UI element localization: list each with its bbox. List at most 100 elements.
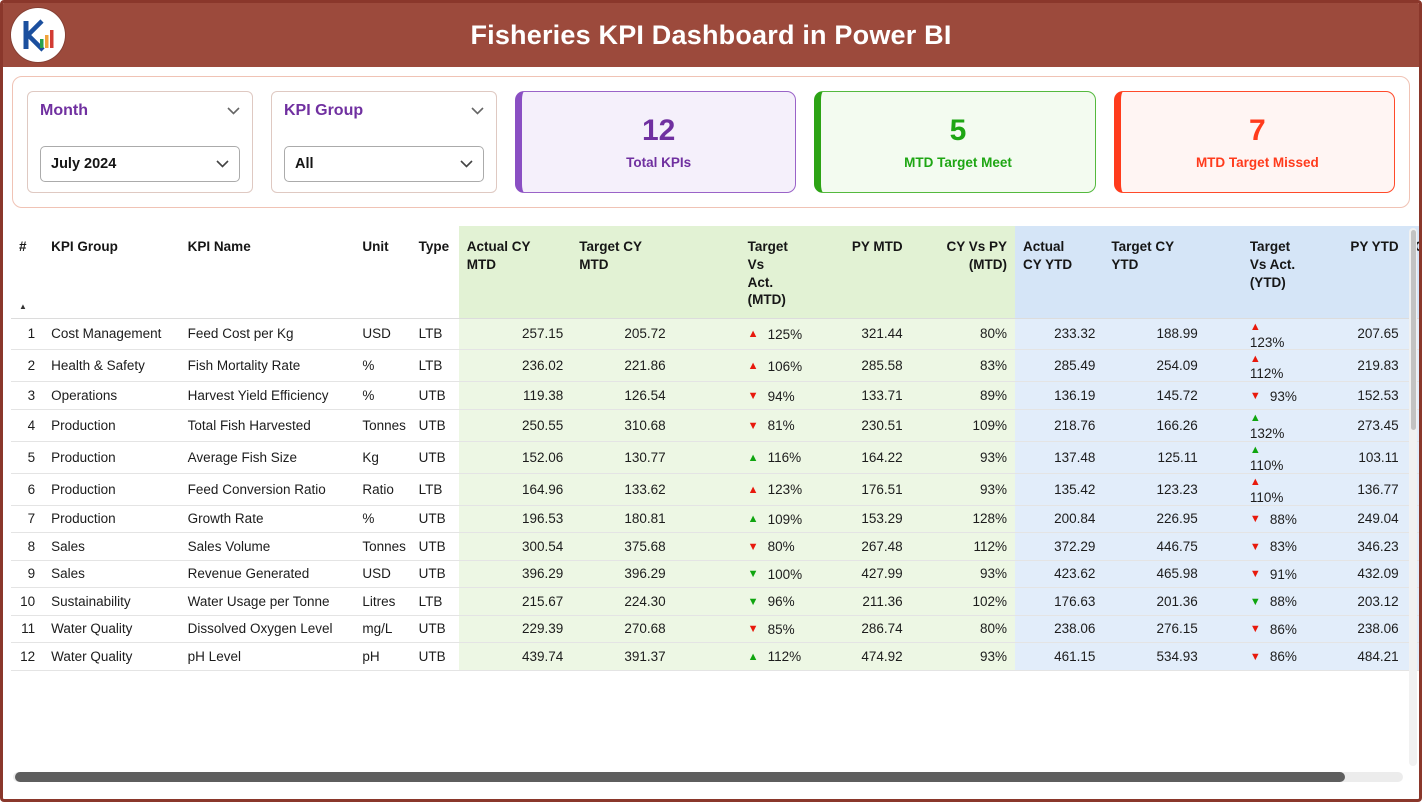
cell-kpi-group: Production — [43, 473, 180, 506]
cell-actual-cy-ytd: 135.42 — [1015, 473, 1104, 506]
col-header-kpi-group[interactable]: KPI Group — [43, 226, 180, 319]
col-header-actual-cy-ytd[interactable]: Actual CY YTD — [1015, 226, 1104, 319]
cell-py-ytd: 207.65 — [1310, 318, 1407, 351]
cell-target-vs-act-mtd: ▼ 96% — [673, 587, 815, 616]
col-header-kpi-name[interactable]: KPI Name — [179, 226, 355, 319]
table-row[interactable]: 1 Cost Management Feed Cost per Kg USD L… — [11, 318, 1419, 351]
cell-actual-cy-mtd: 215.67 — [458, 587, 572, 616]
kpi-group-slicer-header[interactable]: KPI Group — [284, 102, 484, 120]
col-header-kpi-group-label: KPI Group — [51, 239, 118, 254]
cell-target-vs-act-ytd-pct: 83% — [1269, 539, 1297, 555]
cell-py-ytd: 346.23 — [1310, 532, 1407, 561]
col-header-target-cy-ytd[interactable]: Target CY YTD — [1103, 226, 1206, 319]
cell-target-cy-mtd: 205.72 — [571, 318, 674, 351]
arrow-down-red-icon: ▼ — [1249, 568, 1261, 581]
cell-target-vs-act-mtd-pct: 123% — [767, 482, 803, 498]
month-dropdown[interactable]: July 2024 — [40, 146, 240, 182]
arrow-up-red-icon: ▲ — [1249, 352, 1261, 365]
arrow-up-green-icon: ▲ — [1249, 412, 1261, 425]
cell-actual-cy-ytd: 137.48 — [1015, 441, 1104, 474]
sort-ascending-icon[interactable]: ▲ — [19, 301, 27, 311]
cell-type: LTB — [410, 318, 459, 351]
cell-unit: mg/L — [354, 615, 411, 644]
col-header-num[interactable]: # ▲ — [11, 226, 44, 319]
cell-target-vs-act-mtd: ▼ 80% — [673, 532, 815, 561]
table-row[interactable]: 2 Health & Safety Fish Mortality Rate % … — [11, 349, 1419, 383]
cell-py-ytd: 152.53 — [1310, 381, 1407, 410]
table-row[interactable]: 5 Production Average Fish Size Kg UTB 15… — [11, 441, 1419, 474]
table-row[interactable]: 8 Sales Sales Volume Tonnes UTB 300.54 3… — [11, 532, 1419, 561]
filter-panel: Month July 2024 KPI Group All — [12, 76, 1410, 208]
vertical-scrollbar-thumb[interactable] — [1410, 230, 1416, 430]
cell-target-cy-ytd: 125.11 — [1103, 441, 1206, 474]
cell-actual-cy-mtd: 119.38 — [458, 381, 572, 410]
cell-actual-cy-mtd: 396.29 — [458, 560, 572, 589]
table-row[interactable]: 4 Production Total Fish Harvested Tonnes… — [11, 409, 1419, 442]
col-header-type[interactable]: Type — [410, 226, 459, 319]
col-header-unit[interactable]: Unit — [354, 226, 411, 319]
table-row[interactable]: 3 Operations Harvest Yield Efficiency % … — [11, 381, 1419, 410]
cell-kpi-name: pH Level — [179, 642, 355, 671]
cell-target-vs-act-mtd: ▼ 94% — [673, 381, 815, 410]
table-row[interactable]: 11 Water Quality Dissolved Oxygen Level … — [11, 615, 1419, 644]
col-header-py-mtd[interactable]: PY MTD — [814, 226, 911, 319]
arrow-up-green-icon: ▲ — [747, 451, 759, 464]
cell-target-vs-act-ytd-pct: 91% — [1269, 566, 1297, 582]
cell-unit: % — [354, 505, 411, 534]
mtd-target-meet-card: 5 MTD Target Meet — [814, 91, 1096, 193]
table-row[interactable]: 10 Sustainability Water Usage per Tonne … — [11, 587, 1419, 616]
cell-unit: Tonnes — [354, 409, 411, 442]
cell-target-vs-act-ytd-pct: 110% — [1249, 489, 1284, 505]
cell-kpi-name: Water Usage per Tonne — [179, 587, 355, 616]
table-row[interactable]: 6 Production Feed Conversion Ratio Ratio… — [11, 473, 1419, 506]
table-row[interactable]: 9 Sales Revenue Generated USD UTB 396.29… — [11, 560, 1419, 589]
cell-target-vs-act-ytd-pct: 123% — [1249, 334, 1285, 350]
horizontal-scrollbar-thumb[interactable] — [15, 772, 1346, 782]
chevron-down-icon[interactable] — [227, 107, 240, 115]
cell-type: UTB — [410, 615, 459, 644]
cell-target-vs-act-ytd: ▲110% — [1205, 473, 1311, 506]
cell-unit: pH — [354, 642, 411, 671]
cell-py-ytd: 273.45 — [1310, 409, 1407, 442]
cell-cy-vs-py-mtd: 102% — [910, 587, 1016, 616]
col-header-type-label: Type — [418, 239, 450, 254]
col-header-target-cy-mtd[interactable]: Target CY MTD — [571, 226, 674, 319]
col-header-actual-cy-mtd[interactable]: Actual CY MTD — [458, 226, 572, 319]
col-header-num-label: # — [19, 239, 27, 254]
cell-actual-cy-ytd: 238.06 — [1015, 615, 1104, 644]
col-header-py-ytd[interactable]: PY YTD — [1310, 226, 1407, 319]
cell-unit: Kg — [354, 441, 411, 474]
cell-kpi-name: Dissolved Oxygen Level — [179, 615, 355, 644]
table-row[interactable]: 7 Production Growth Rate % UTB 196.53 18… — [11, 505, 1419, 534]
cell-actual-cy-ytd: 285.49 — [1015, 349, 1104, 383]
cell-target-cy-ytd: 465.98 — [1103, 560, 1206, 589]
arrow-up-green-icon: ▲ — [1249, 444, 1261, 457]
cell-kpi-name: Harvest Yield Efficiency — [179, 381, 355, 410]
kpi-group-dropdown[interactable]: All — [284, 146, 484, 182]
cell-target-cy-mtd: 221.86 — [571, 349, 674, 383]
cell-py-mtd: 321.44 — [814, 318, 911, 351]
col-header-target-vs-act-mtd[interactable]: Target Vs Act. (MTD) — [673, 226, 815, 319]
month-slicer-header[interactable]: Month — [40, 102, 240, 120]
cell-type: UTB — [410, 441, 459, 474]
cell-py-mtd: 427.99 — [814, 560, 911, 589]
cell-cy-vs-py-mtd: 89% — [910, 381, 1016, 410]
cell-target-vs-act-ytd: ▲112% — [1205, 349, 1311, 383]
cell-target-vs-act-mtd-pct: 125% — [767, 326, 803, 342]
col-header-target-vs-act-ytd[interactable]: Target Vs Act. (YTD) — [1205, 226, 1311, 319]
vertical-scrollbar[interactable] — [1409, 228, 1417, 766]
col-header-target-vs-act-ytd-label: Target Vs Act. (YTD) — [1249, 239, 1296, 290]
cell-target-cy-mtd: 130.77 — [571, 441, 674, 474]
cell-unit: % — [354, 349, 411, 383]
cell-unit: USD — [354, 318, 411, 351]
col-header-cy-vs-py-mtd[interactable]: CY Vs PY (MTD) — [910, 226, 1016, 319]
cell-row-number: 1 — [11, 318, 44, 351]
cell-target-vs-act-mtd-pct: 80% — [767, 539, 795, 555]
cell-target-vs-act-mtd-pct: 81% — [767, 418, 795, 434]
horizontal-scrollbar[interactable] — [13, 772, 1403, 782]
cell-target-vs-act-ytd-pct: 110% — [1249, 457, 1284, 473]
mtd-target-meet-value: 5 — [949, 114, 967, 147]
cell-kpi-group: Cost Management — [43, 318, 180, 351]
chevron-down-icon[interactable] — [471, 107, 484, 115]
table-row[interactable]: 12 Water Quality pH Level pH UTB 439.74 … — [11, 642, 1419, 671]
